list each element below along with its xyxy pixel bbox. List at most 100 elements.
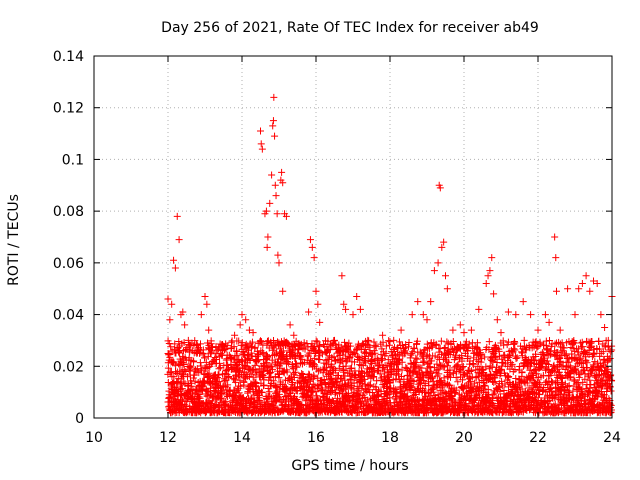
data-point [393,365,401,373]
data-point [571,377,579,385]
data-point [374,362,382,370]
data-point [570,339,578,347]
data-point [179,308,187,316]
data-point [542,337,550,345]
data-point [395,338,403,346]
data-point [337,343,345,351]
data-point [442,354,450,362]
data-point [232,378,240,386]
data-point [410,377,418,385]
data-point [291,368,299,376]
data-point [453,362,461,370]
data-point [593,393,601,401]
data-point [283,339,291,347]
data-point [367,381,375,389]
data-point [597,375,605,383]
data-point [427,369,435,377]
data-point [438,243,446,251]
data-point [486,267,494,275]
data-point [174,391,182,399]
data-point [319,386,327,394]
data-point [323,390,331,398]
data-point [566,389,574,397]
data-point [255,351,263,359]
data-point [344,352,352,360]
data-point [433,366,441,374]
data-point [205,369,213,377]
data-point [223,342,231,350]
data-point [552,254,560,262]
data-point [534,326,542,334]
data-point [178,385,186,393]
data-point [429,342,437,350]
data-point [275,259,283,267]
data-point [490,290,498,298]
data-point [595,345,603,353]
data-point [356,305,364,313]
data-point [605,355,613,363]
data-point [430,267,438,275]
data-point [338,272,346,280]
data-point [199,350,207,358]
data-point [390,336,398,344]
data-point [551,364,559,372]
data-point [497,329,505,337]
data-point [485,346,493,354]
data-point [518,349,526,357]
data-point [173,212,181,220]
data-point [201,354,209,362]
data-point [310,254,318,262]
data-point [593,280,601,288]
data-point [595,337,603,345]
data-point [539,371,547,379]
data-point [564,383,572,391]
data-point [527,311,535,319]
data-point [478,355,486,363]
data-point [469,361,477,369]
data-point [550,361,558,369]
data-point [452,351,460,359]
data-point [507,359,515,367]
data-point [585,387,593,395]
data-point [482,363,490,371]
data-point [331,336,338,344]
data-point [283,357,291,365]
data-point [212,349,220,357]
data-point [282,212,290,220]
data-point [458,364,466,372]
data-point [430,384,438,392]
data-point [270,93,278,101]
data-point [364,336,372,344]
data-point [263,352,271,360]
data-point [437,337,445,345]
data-point [258,388,266,396]
x-tick-label: 14 [233,430,251,446]
data-point [274,251,282,259]
data-point [556,357,564,365]
data-point [361,346,369,354]
data-point [384,371,392,379]
data-point [316,341,324,349]
data-point [168,300,176,308]
data-point [540,384,548,392]
data-point [407,372,415,380]
data-point [427,298,435,306]
y-tick-label: 0 [75,411,84,427]
data-point [397,326,405,334]
data-point [450,369,458,377]
data-point [234,360,242,368]
data-point [407,384,415,392]
data-point [347,383,355,391]
data-point [596,352,604,360]
data-point [604,343,612,351]
data-point [443,338,451,346]
x-tick-label: 12 [159,430,177,446]
data-point [478,370,486,378]
y-tick-label: 0.02 [53,359,84,375]
data-point [196,359,204,367]
data-point [284,359,292,367]
data-point [414,298,422,306]
data-point [173,378,181,386]
data-point [460,384,468,392]
data-point [420,358,428,366]
